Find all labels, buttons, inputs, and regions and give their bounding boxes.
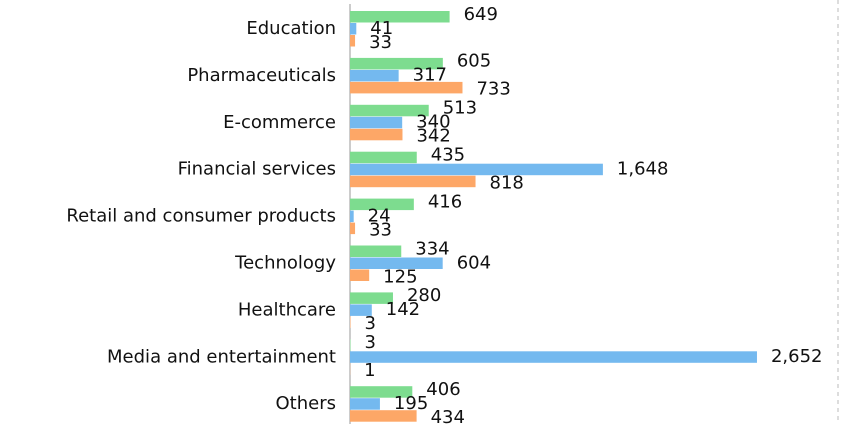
data-label: 513 [443,98,477,119]
data-label: 3 [364,332,375,353]
bar [350,198,414,211]
data-label: 1 [364,360,375,381]
data-label: 605 [457,51,491,72]
bar [350,410,417,422]
y-tick-label: Technology [234,253,336,274]
data-label: 604 [457,252,491,273]
bar [350,69,399,82]
bar [350,35,356,47]
y-tick-label: Pharmaceuticals [187,65,336,86]
bar [350,163,603,176]
data-label: 33 [369,32,392,53]
data-label: 33 [369,219,392,240]
bar [350,257,443,269]
data-label: 334 [415,238,449,259]
bar [350,398,380,410]
data-label: 416 [428,191,462,212]
bar [350,175,476,188]
bar [350,304,372,316]
data-label: 649 [464,4,498,25]
bar [350,57,443,70]
y-tick-label: Retail and consumer products [66,206,336,227]
bar [350,11,450,23]
data-label: 125 [383,266,417,287]
bar [350,104,429,117]
y-tick-label: Media and entertainment [107,346,336,367]
y-tick-label: Others [276,393,337,414]
bar [350,128,403,141]
data-label: 342 [416,126,450,147]
bar [350,292,393,304]
data-label: 280 [407,285,441,306]
bar [350,116,403,129]
data-label: 2,652 [771,346,823,367]
data-label: 1,648 [617,158,669,179]
data-label: 317 [413,65,447,86]
y-tick-label: Financial services [178,159,336,180]
bar [350,386,413,398]
data-label: 733 [476,79,510,100]
bar [350,81,463,94]
bar [350,151,417,164]
data-label: 3 [364,313,375,334]
bar [350,351,757,363]
data-label: 195 [394,393,428,414]
bar [350,269,370,281]
bar [350,210,354,223]
y-tick-label: Education [246,18,336,39]
data-label: 24 [368,205,391,226]
bar [350,245,402,257]
bar [350,23,357,35]
data-label: 434 [431,407,465,424]
data-label: 435 [431,144,465,165]
bar [350,222,356,235]
data-label: 340 [416,112,450,133]
y-tick-label: E-commerce [223,112,336,133]
data-label: 41 [370,18,393,39]
data-label: 818 [490,172,524,193]
data-label: 142 [386,299,420,320]
y-tick-label: Healthcare [238,299,336,320]
data-label: 406 [426,379,460,400]
